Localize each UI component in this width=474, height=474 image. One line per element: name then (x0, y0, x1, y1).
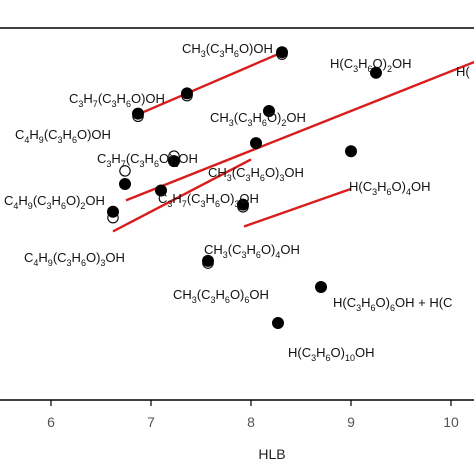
plot-frame (0, 27, 474, 401)
fit-line-3 (112, 158, 252, 233)
filled-point-14 (119, 177, 131, 190)
point-label: C3​H7​(C3​H6​O)3​OH (158, 191, 259, 209)
x-tick-label-7: 7 (147, 414, 155, 430)
filled-point-22 (315, 280, 327, 293)
open-point-2 (276, 48, 288, 60)
filled-point-6 (263, 105, 275, 118)
point-label: CH3​(C3​H6​O)6​OH (173, 287, 269, 305)
point-label: H(C3​H6​O)10​OH (288, 345, 375, 363)
x-tick-label-8: 8 (247, 414, 255, 430)
point-label: CH3​(C3​H6​O)4​OH (204, 242, 300, 260)
open-point-19 (107, 211, 119, 224)
open-point-5 (181, 89, 193, 102)
filled-point-12 (345, 145, 357, 158)
point-label: H(C3​H6​O)2​OH (330, 56, 412, 74)
point-label: H(C3​H6​O)4​OH (349, 179, 431, 197)
data-points (107, 46, 382, 329)
point-label: C3​H7​(C3​H6​O)2​OH (97, 151, 198, 169)
filled-point-11 (168, 155, 180, 168)
x-axis-title: HLB (258, 446, 285, 462)
filled-point-9 (250, 137, 262, 150)
x-tick-label-6: 6 (47, 414, 55, 430)
x-tick-label-10: 10 (443, 414, 459, 430)
open-point-8 (132, 110, 144, 123)
point-label: CH3​(C3​H6​O)2​OH (210, 110, 306, 128)
open-point-21 (202, 257, 214, 269)
open-point-17 (237, 201, 249, 213)
point-label: C4​H9​(C3​H6​O)2​OH (4, 193, 105, 211)
point-label: C4​H9​(C3​H6​O)OH (15, 127, 111, 145)
fit-line-1 (135, 50, 285, 117)
filled-point-7 (132, 107, 144, 120)
x-ticks: 6 7 8 9 10 (47, 400, 459, 430)
filled-point-18 (107, 205, 119, 218)
fit-line-4 (243, 187, 352, 228)
filled-point-23 (272, 316, 284, 329)
point-label: H( (456, 64, 470, 79)
fit-line-2 (125, 60, 474, 202)
point-label: C3​H7​(C3​H6​O)OH (69, 91, 165, 109)
point-labels: CH3​(C3​H6​O)OH H(C3​H6​O)2​OH C3​H7​(C3​H… (4, 41, 470, 363)
filled-point-15 (155, 184, 167, 197)
point-label: CH3​(C3​H6​O)3​OH (208, 165, 304, 183)
open-point-13 (119, 165, 131, 177)
point-label: CH3​(C3​H6​O)OH (182, 41, 273, 59)
x-tick-label-9: 9 (347, 414, 355, 430)
filled-point-3 (370, 66, 382, 79)
point-label: C4​H9​(C3​H6​O)3​OH (24, 250, 125, 268)
fit-lines (112, 50, 474, 233)
point-label: H(C3​H6​O)6​OH + H(C (333, 295, 452, 313)
